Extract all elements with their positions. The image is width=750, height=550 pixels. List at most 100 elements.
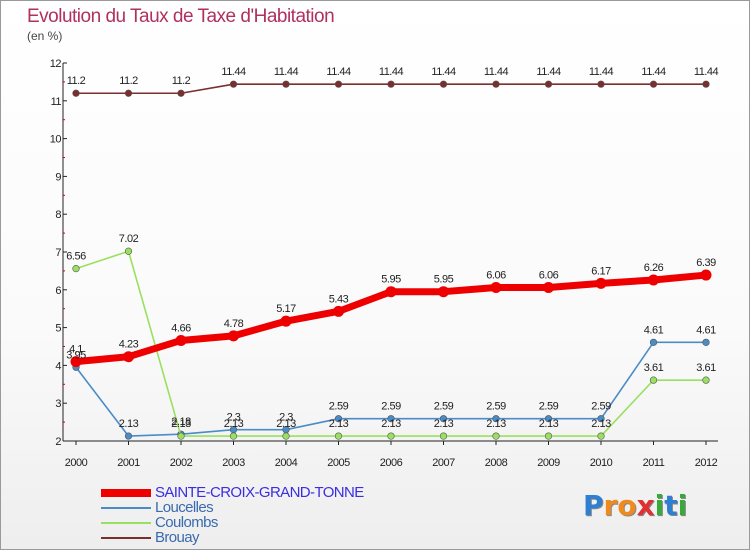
x-tick-label: 2006 — [380, 457, 403, 469]
x-tick-label: 2011 — [643, 457, 665, 469]
legend-swatch — [101, 506, 151, 509]
data-label: 2.13 — [434, 418, 454, 430]
data-point — [492, 80, 500, 88]
data-point — [700, 269, 712, 281]
x-tick-label: 2003 — [222, 457, 245, 469]
data-point — [492, 415, 500, 423]
data-point — [282, 80, 290, 88]
data-label: 2.59 — [539, 401, 559, 413]
data-point — [702, 80, 710, 88]
data-point — [439, 80, 448, 88]
logo-letter: P — [583, 489, 604, 522]
data-point — [597, 80, 605, 88]
chart-title: Evolution du Taux de Taxe d'Habitation — [27, 6, 335, 27]
x-tick-label: 2005 — [327, 457, 350, 469]
proxiti-logo: Proxiti — [583, 489, 687, 522]
legend-label: Coulombs — [155, 514, 218, 531]
legend-label: SAINTE-CROIX-GRAND-TONNE — [155, 484, 364, 501]
data-point — [72, 89, 80, 97]
logo-letter: i — [654, 489, 665, 522]
data-label: 6.56 — [66, 251, 86, 263]
data-point — [595, 277, 607, 289]
data-point — [597, 432, 605, 440]
data-label: 11.44 — [641, 66, 666, 78]
data-point — [334, 80, 343, 88]
data-label: 2.18 — [171, 416, 191, 428]
data-point — [387, 80, 395, 88]
data-label: 11.44 — [589, 66, 614, 78]
data-label: 2.59 — [381, 401, 401, 413]
data-point — [387, 432, 395, 440]
x-tick-label: 2000 — [65, 457, 88, 469]
legend-swatch — [101, 521, 151, 524]
data-label: 2.59 — [486, 401, 506, 413]
data-point — [649, 338, 658, 346]
data-label: 11.2 — [172, 75, 191, 87]
x-tick-label: 2010 — [590, 457, 613, 469]
data-label: 4.23 — [119, 339, 139, 351]
chart-subtitle: (en %) — [27, 29, 63, 43]
data-label: 2.13 — [171, 418, 191, 430]
data-point — [123, 351, 134, 363]
y-tick-label: 10 — [50, 134, 62, 146]
data-point — [597, 415, 605, 423]
legend-item: Loucelles — [101, 500, 364, 515]
data-point — [702, 338, 710, 346]
y-tick-label: 6 — [55, 285, 61, 297]
data-label: 2.59 — [591, 401, 611, 413]
logo-letter: t — [664, 489, 678, 522]
logo-letter: o — [617, 489, 637, 522]
data-point — [544, 80, 553, 88]
data-label: 4.66 — [171, 322, 191, 334]
data-point — [228, 330, 239, 342]
data-label: 11.44 — [379, 66, 404, 78]
data-label: 2.13 — [276, 418, 296, 430]
data-label: 2.59 — [329, 401, 349, 413]
x-tick-label: 2008 — [485, 457, 508, 469]
data-point — [124, 247, 133, 255]
data-point — [544, 415, 553, 423]
data-label: 2.13 — [591, 418, 611, 430]
data-point — [387, 415, 395, 423]
data-label: 2.13 — [486, 418, 506, 430]
x-tick-label: 2007 — [432, 457, 455, 469]
data-label: 4.1 — [69, 344, 83, 356]
data-label: 4.61 — [696, 324, 716, 336]
legend-item: SAINTE-CROIX-GRAND-TONNE — [101, 485, 364, 500]
data-point — [72, 265, 80, 273]
data-label: 11.44 — [431, 66, 456, 78]
data-point — [492, 432, 500, 440]
y-tick-label: 5 — [55, 323, 61, 335]
data-label: 11.44 — [536, 66, 561, 78]
data-point — [124, 432, 133, 440]
y-tick-label: 2 — [55, 436, 61, 448]
x-tick-label: 2001 — [117, 457, 140, 469]
data-label: 4.78 — [224, 318, 244, 330]
x-tick-label: 2012 — [695, 457, 718, 469]
data-point — [649, 376, 658, 384]
data-label: 6.06 — [486, 270, 506, 282]
logo-letter: i — [677, 489, 688, 522]
data-label: 11.44 — [221, 66, 246, 78]
y-tick-label: 3 — [55, 398, 61, 410]
logo-letter: r — [603, 489, 618, 522]
data-point — [124, 89, 133, 97]
data-label: 11.44 — [274, 66, 299, 78]
data-label: 2.13 — [381, 418, 401, 430]
x-tick-label: 2002 — [170, 457, 193, 469]
data-label: 2.59 — [434, 401, 454, 413]
data-label: 2.13 — [329, 418, 349, 430]
data-label: 6.26 — [644, 262, 664, 274]
data-label: 2.13 — [539, 418, 559, 430]
data-label: 6.17 — [591, 265, 611, 277]
x-tick-label: 2009 — [537, 457, 560, 469]
data-label: 11.44 — [694, 66, 719, 78]
data-label: 6.39 — [696, 257, 716, 269]
data-label: 5.43 — [329, 293, 349, 305]
data-label: 5.95 — [434, 274, 454, 286]
data-label: 5.95 — [381, 274, 401, 286]
y-tick-label: 4 — [55, 360, 61, 372]
data-point — [385, 286, 397, 298]
